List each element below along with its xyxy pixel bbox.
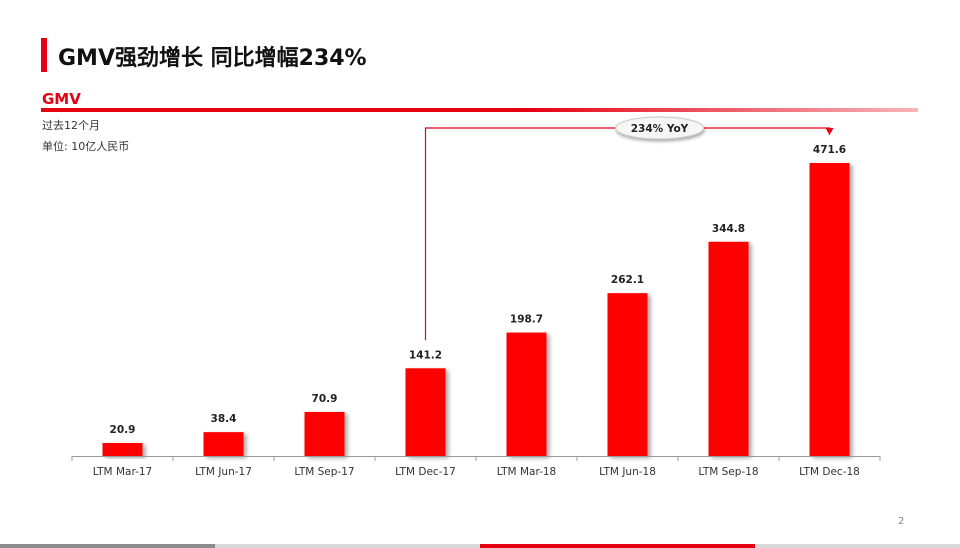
slide-title: GMV强劲增长 同比增幅234%: [58, 46, 367, 71]
category-label: LTM Dec-18: [799, 466, 860, 478]
bar: [203, 432, 244, 456]
bar: [405, 368, 446, 456]
bar: [607, 293, 648, 456]
category-label: LTM Sep-17: [294, 466, 354, 478]
yoy-pill: [615, 116, 704, 140]
category-label: LTM Jun-18: [599, 466, 656, 478]
bar: [708, 241, 749, 456]
value-label: 141.2: [409, 349, 442, 361]
category-label: LTM Dec-17: [395, 466, 456, 478]
value-label: 70.9: [312, 393, 338, 405]
value-label: 20.9: [110, 424, 136, 436]
footer-segment: [755, 544, 960, 548]
bar: [102, 443, 143, 456]
yoy-arrowhead: [825, 128, 834, 135]
period-note: 过去12个月: [42, 119, 100, 132]
value-label: 38.4: [211, 413, 237, 425]
section-divider: [41, 108, 918, 112]
bar: [809, 163, 850, 456]
value-label: 262.1: [611, 274, 644, 286]
bar: [304, 411, 345, 456]
page-number: 2: [898, 516, 905, 527]
yoy-label: 234% YoY: [631, 123, 689, 135]
bar: [506, 332, 547, 456]
section-label: GMV: [42, 90, 81, 108]
category-label: LTM Jun-17: [195, 466, 252, 478]
footer-segment: [0, 544, 215, 548]
value-label: 198.7: [510, 314, 543, 326]
footer-segment: [215, 544, 480, 548]
footer-segment: [480, 544, 755, 548]
category-label: LTM Mar-18: [497, 466, 557, 478]
title-accent-bar: [41, 38, 47, 72]
value-label: 344.8: [712, 223, 745, 235]
category-label: LTM Mar-17: [93, 466, 153, 478]
footer-stripe: [0, 544, 960, 548]
category-label: LTM Sep-18: [698, 466, 758, 478]
value-label: 471.6: [813, 144, 846, 156]
unit-note: 单位: 10亿人民币: [42, 140, 130, 153]
